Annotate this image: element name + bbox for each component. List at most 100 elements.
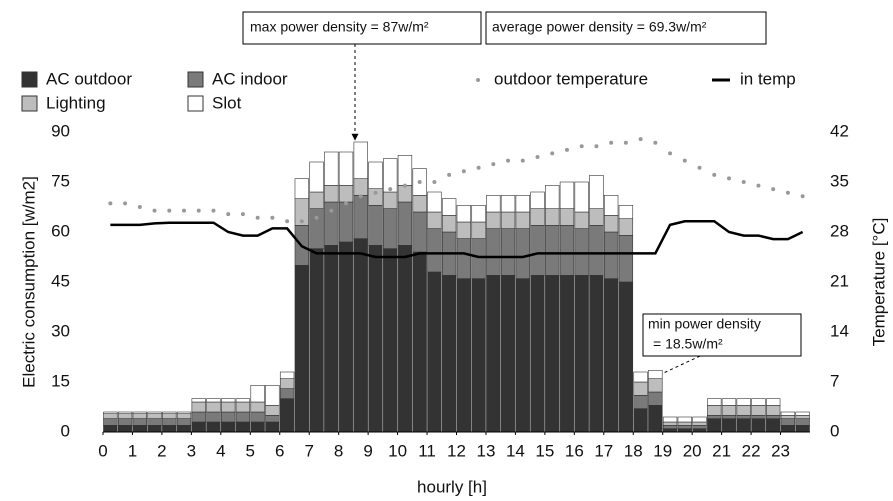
bar-segment	[206, 421, 221, 433]
bar-segment	[721, 405, 737, 416]
bar-segment	[103, 413, 118, 419]
bar-segment	[441, 198, 457, 216]
bar-segment	[235, 398, 251, 403]
bar-segment	[677, 421, 692, 426]
y-tick-label: 90	[51, 121, 70, 140]
bar-segment	[766, 398, 781, 406]
bar-segment	[677, 425, 692, 429]
bar-segment	[559, 275, 575, 433]
bar-segment	[309, 208, 324, 249]
legend-swatch	[187, 71, 204, 88]
bar-segment	[279, 378, 295, 389]
x-tick-label: 19	[653, 441, 672, 460]
outdoor-temp-dot	[358, 194, 363, 199]
outdoor-temp-dot	[461, 169, 466, 174]
outdoor-temp-dot	[697, 165, 702, 170]
y2-tick-label: 28	[830, 221, 849, 240]
x-tick-label: 6	[275, 441, 284, 460]
bar-segment	[206, 398, 221, 403]
outdoor-temp-dot	[137, 205, 142, 209]
outdoor-temp-dot	[638, 137, 643, 142]
outdoor-temp-dot	[344, 201, 349, 206]
bar-segment	[456, 278, 472, 433]
x-tick-label: 2	[157, 441, 166, 460]
x-tick-label: 9	[363, 441, 372, 460]
bar-segment	[500, 195, 516, 213]
bar-segment	[456, 205, 472, 223]
outdoor-temp-dot	[123, 201, 128, 206]
bar-segment	[751, 415, 766, 419]
bar-segment	[589, 175, 604, 209]
bar-segment	[324, 201, 339, 246]
bar-segment	[353, 195, 368, 239]
outdoor-temp-dot	[432, 180, 437, 184]
outdoor-temp-dot	[329, 208, 334, 213]
bar-segment	[574, 228, 589, 276]
bar-segment	[147, 418, 162, 426]
legend-label: Slot	[212, 93, 242, 112]
bar-segment	[721, 418, 737, 433]
bar-segment	[397, 201, 413, 246]
bar-segment	[250, 421, 265, 433]
bar-segment	[736, 398, 751, 406]
bar-segment	[780, 418, 796, 426]
bar-segment	[412, 211, 427, 253]
bar-segment	[707, 418, 722, 433]
outdoor-temp-dot	[741, 180, 746, 184]
outdoor-temp-dot	[491, 162, 496, 167]
bar-segment	[427, 271, 442, 433]
bar-segment	[338, 241, 354, 433]
y-tick-label: 45	[51, 271, 70, 290]
bar-segment	[279, 371, 295, 379]
bar-segment	[176, 413, 192, 419]
bar-segment	[132, 425, 147, 433]
bar-segment	[221, 401, 236, 413]
bar-segment	[633, 371, 648, 383]
outdoor-temp-dot	[476, 165, 481, 170]
bar-segment	[648, 391, 663, 406]
bar-segment	[603, 278, 619, 433]
legend-label: AC outdoor	[46, 69, 132, 88]
x-tick-label: 15	[535, 441, 554, 460]
bar-segment	[132, 418, 147, 426]
outdoor-temp-dot	[506, 158, 511, 163]
legend-label: in temp	[740, 69, 796, 88]
max-annotation: max power density = 87w/m²	[250, 19, 429, 35]
bar-segment	[191, 421, 206, 433]
bar-segment	[545, 208, 560, 226]
outdoor-temp-dot	[756, 183, 761, 188]
bar-segment	[486, 228, 501, 276]
bar-segment	[397, 245, 413, 433]
bar-segment	[721, 415, 737, 419]
bar-segment	[324, 185, 339, 203]
bar-segment	[265, 405, 280, 416]
x-tick-label: 12	[447, 441, 466, 460]
outdoor-temp-dot	[682, 158, 687, 163]
outdoor-temp-dot	[726, 176, 731, 181]
bar-segment	[500, 228, 516, 276]
x-tick-label: 21	[712, 441, 731, 460]
legend-swatch	[187, 95, 204, 112]
bar-segment	[191, 401, 206, 413]
bar-segment	[397, 155, 413, 186]
x-tick-label: 4	[216, 441, 225, 460]
bar-segment	[707, 415, 722, 419]
bar-segment	[162, 411, 177, 414]
bar-segment	[309, 161, 324, 193]
bar-segment	[471, 278, 486, 433]
outdoor-temp-dot	[564, 147, 569, 152]
bar-segment	[559, 181, 575, 209]
bar-segment	[530, 208, 545, 226]
legend-swatch	[21, 95, 38, 112]
bar-segment	[633, 408, 648, 433]
bar-segment	[707, 398, 722, 406]
bar-segment	[751, 398, 766, 406]
bar-segment	[736, 418, 751, 433]
outdoor-temp-dot	[152, 208, 157, 213]
bar-segment	[545, 275, 560, 433]
outdoor-temp-dot	[653, 140, 658, 145]
bar-segment	[412, 195, 427, 213]
bar-segment	[707, 405, 722, 416]
bar-segment	[176, 411, 192, 414]
outdoor-temp-dot	[226, 212, 231, 217]
